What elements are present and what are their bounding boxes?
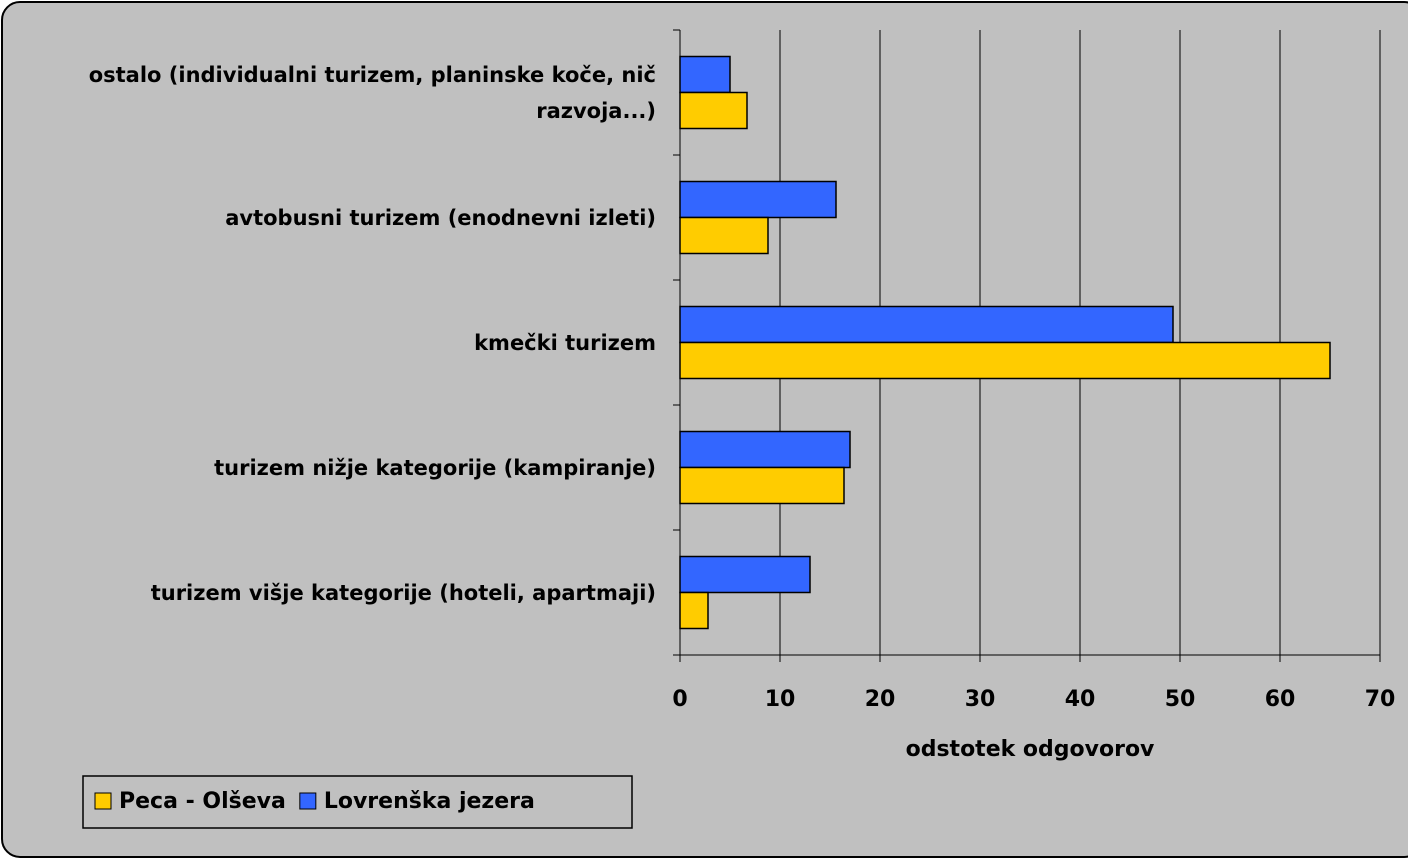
x-tick-label: 30 <box>965 687 996 712</box>
bar <box>679 555 811 594</box>
x-tick-label: 50 <box>1165 687 1196 712</box>
x-tick-label: 20 <box>865 687 896 712</box>
x-axis-title: odstotek odgovorov <box>906 737 1155 762</box>
legend-label: Peca - Olševa <box>119 789 286 814</box>
legend <box>82 775 633 829</box>
x-tick-label: 0 <box>672 687 687 712</box>
bar <box>679 180 837 219</box>
bar <box>679 216 769 255</box>
x-tick-label: 60 <box>1265 687 1296 712</box>
bar <box>679 466 845 505</box>
legend-label: Lovrenška jezera <box>324 789 535 814</box>
y-tick-label: avtobusni turizem (enodnevni izleti) <box>225 205 656 230</box>
y-tick-label: turizem nižje kategorije (kampiranje) <box>214 455 656 480</box>
bar <box>679 55 731 94</box>
y-tick-label: ostalo (individualni turizem, planinske … <box>88 62 656 123</box>
bar <box>679 591 709 630</box>
bar <box>679 430 851 469</box>
bar <box>679 91 748 130</box>
y-tick-label: turizem višje kategorije (hoteli, apartm… <box>150 580 656 605</box>
x-tick-label: 70 <box>1365 687 1396 712</box>
legend-swatch <box>299 792 317 810</box>
x-tick-label: 40 <box>1065 687 1096 712</box>
x-tick-label: 10 <box>765 687 796 712</box>
y-tick-label: kmečki turizem <box>474 330 656 355</box>
bar <box>679 305 1174 344</box>
bar <box>679 341 1331 380</box>
legend-swatch <box>94 792 112 810</box>
